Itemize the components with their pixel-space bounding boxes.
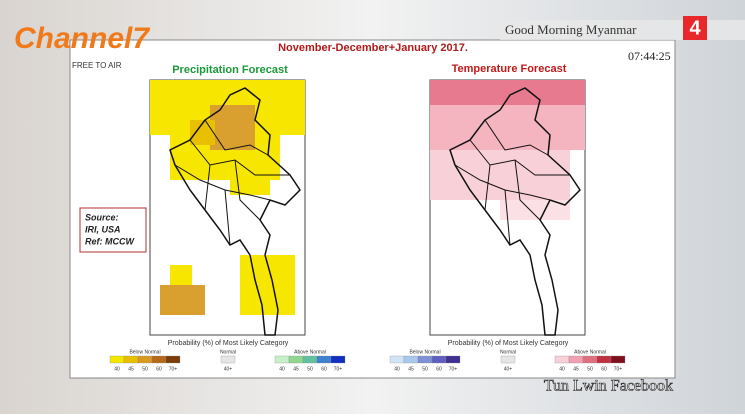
legend-group: Above Normal: [574, 349, 606, 355]
legend-caption: Probability (%) of Most Likely Category: [448, 340, 569, 347]
source-box: [79, 207, 147, 253]
legend-swatch: [330, 355, 346, 364]
area: [160, 285, 205, 315]
legend-swatch: [445, 355, 461, 364]
legend-group: Normal: [220, 349, 236, 355]
legend-group: Above Normal: [294, 349, 326, 355]
program-name: Good Morning Myanmar: [505, 22, 637, 37]
area: [430, 105, 585, 150]
legend-group: Below Normal: [409, 349, 440, 355]
free-to-air: FREE TO AIR: [72, 61, 122, 70]
legend-tick: 40+: [504, 366, 513, 372]
legend-tick: 60: [601, 366, 607, 372]
legend-swatch: [610, 355, 626, 364]
legend-swatch: [151, 355, 167, 364]
legend-swatch: [417, 355, 433, 364]
legend-swatch: [302, 355, 318, 364]
legend-swatch: [582, 355, 598, 364]
legend-swatch: [316, 355, 332, 364]
legend-swatch: [109, 355, 125, 364]
precip-title: Precipitation Forecast: [172, 64, 288, 76]
legend-tick: 70+: [449, 366, 458, 372]
legend-tick: 40+: [224, 366, 233, 372]
legend-swatch: [123, 355, 139, 364]
area: [170, 265, 192, 285]
legend-tick: 60: [321, 366, 327, 372]
channel-number: 4: [689, 17, 701, 39]
legend-swatch: [568, 355, 584, 364]
precip-map: [149, 79, 306, 336]
legend-swatch: [165, 355, 181, 364]
legend-tick: 70+: [169, 366, 178, 372]
legend-swatch: [500, 355, 516, 364]
legend-tick: 60: [436, 366, 442, 372]
source-line: Source:: [85, 212, 119, 222]
legend-tick: 70+: [614, 366, 623, 372]
legend-tick: 70+: [334, 366, 343, 372]
legend-swatch: [431, 355, 447, 364]
legend-swatch: [403, 355, 419, 364]
legend-caption: Probability (%) of Most Likely Category: [168, 340, 289, 347]
legend-group: Below Normal: [129, 349, 160, 355]
legend-swatch: [274, 355, 290, 364]
temp-title: Temperature Forecast: [452, 63, 567, 75]
legend-tick: 45: [573, 366, 579, 372]
legend-group: Normal: [500, 349, 516, 355]
legend-swatch: [288, 355, 304, 364]
legend-tick: 50: [587, 366, 593, 372]
channel-badge: [683, 16, 707, 40]
channel-logo: Channel7: [14, 22, 150, 55]
legend-tick: 50: [307, 366, 313, 372]
legend-tick: 40: [279, 366, 285, 372]
watermark: Tun Lwin Facebook: [544, 378, 673, 395]
legend-tick: 40: [114, 366, 120, 372]
legend-tick: 40: [559, 366, 565, 372]
legend-tick: 60: [156, 366, 162, 372]
area: [230, 180, 270, 195]
source-line: Ref: MCCW: [85, 236, 135, 246]
legend-tick: 50: [422, 366, 428, 372]
legend-swatch: [389, 355, 405, 364]
temp-map: [429, 79, 586, 336]
area: [430, 80, 585, 105]
legend-tick: 45: [128, 366, 134, 372]
legend-swatch: [596, 355, 612, 364]
legend-tick: 40: [394, 366, 400, 372]
legend-tick: 50: [142, 366, 148, 372]
legend-swatch: [137, 355, 153, 364]
legend-swatch: [554, 355, 570, 364]
legend-swatch: [220, 355, 236, 364]
source-line: IRI, USA: [85, 224, 121, 234]
legend-tick: 45: [293, 366, 299, 372]
legend-tick: 45: [408, 366, 414, 372]
slide-title: November-December+January 2017.: [278, 42, 468, 54]
clock: 07:44:25: [628, 49, 671, 63]
area: [500, 200, 570, 220]
